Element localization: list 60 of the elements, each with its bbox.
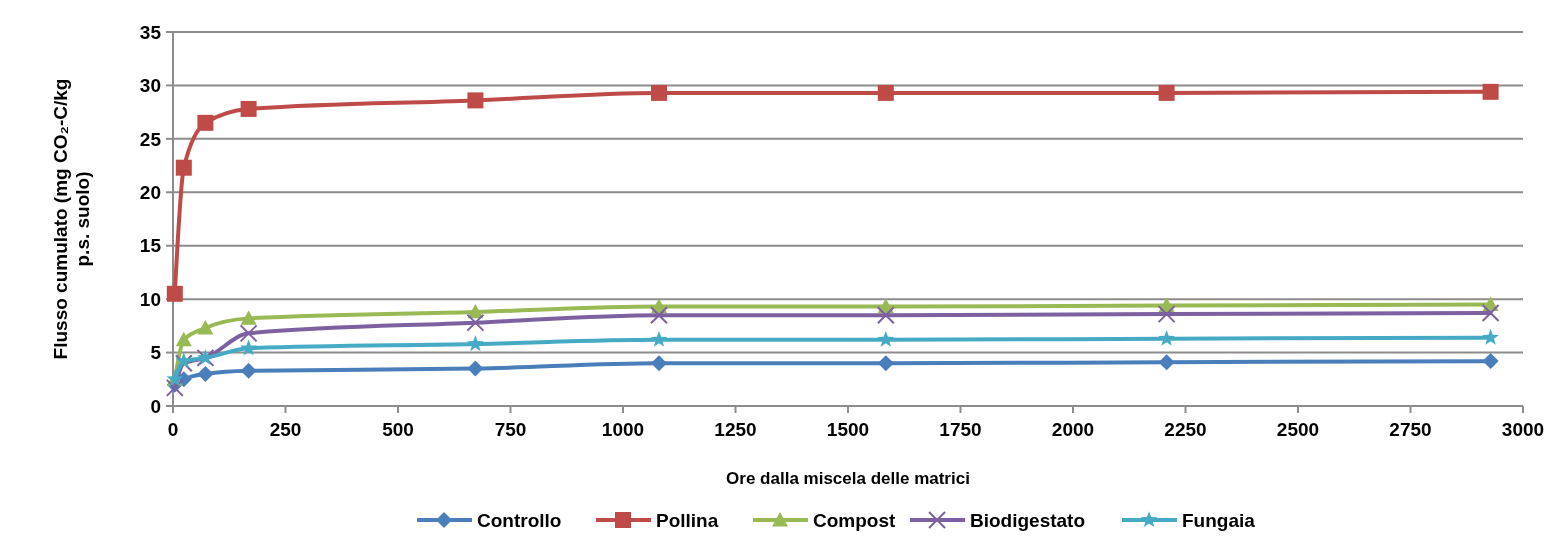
point xyxy=(467,92,484,109)
x-tick-label: 2500 xyxy=(1276,419,1320,440)
point xyxy=(240,339,257,356)
y-axis-title: Flusso cumulato (mg CO₂-C/kg p.s. suolo) xyxy=(49,78,94,360)
x-axis-title: Ore dalla miscela delle matrici xyxy=(726,469,970,488)
point xyxy=(1158,329,1175,346)
legend-label: Compost xyxy=(813,509,896,531)
x-tick-label: 1000 xyxy=(601,419,645,440)
x-tick-label: 250 xyxy=(269,419,302,440)
y-tick-label: 25 xyxy=(139,128,162,150)
y-tick-label: 30 xyxy=(139,75,161,97)
y-tick-label: 35 xyxy=(139,21,162,43)
point xyxy=(877,330,895,347)
point xyxy=(240,362,257,379)
x-tick-label: 1250 xyxy=(714,419,757,440)
x-tick-label: 1500 xyxy=(826,419,870,440)
legend-label: Fungaia xyxy=(1182,509,1256,531)
legend-label: Biodigestato xyxy=(970,509,1086,531)
point xyxy=(651,84,667,101)
x-tick-label: 750 xyxy=(494,419,527,440)
point xyxy=(197,114,214,131)
point xyxy=(197,365,214,382)
y-tick-label: 15 xyxy=(139,235,162,257)
point xyxy=(166,285,183,302)
x-tick-label: 2750 xyxy=(1389,419,1432,440)
point xyxy=(1157,305,1176,324)
y-tick-label: 5 xyxy=(150,342,162,364)
x-tick-label: 2000 xyxy=(1051,419,1095,440)
point xyxy=(650,306,668,325)
point xyxy=(876,306,895,325)
point xyxy=(165,378,184,397)
y-tick-label: 20 xyxy=(139,181,161,203)
y-tick-label: 10 xyxy=(139,288,161,310)
point xyxy=(239,324,258,343)
point xyxy=(467,360,484,377)
point xyxy=(650,330,668,347)
point xyxy=(1482,328,1499,345)
point xyxy=(1158,354,1175,371)
point xyxy=(197,319,214,335)
x-tick-label: 2250 xyxy=(1164,419,1207,440)
x-tick-label: 3000 xyxy=(1501,419,1545,440)
point xyxy=(877,355,894,372)
point xyxy=(1158,84,1175,101)
point xyxy=(240,100,257,117)
point xyxy=(466,313,485,332)
x-tick-label: 1750 xyxy=(939,419,982,440)
point xyxy=(467,335,484,352)
x-tick-label: 500 xyxy=(382,419,414,440)
point xyxy=(175,159,192,176)
point xyxy=(1481,304,1500,323)
x-tick-label: 0 xyxy=(167,419,179,440)
point xyxy=(240,310,257,325)
y-tick-label: 0 xyxy=(150,395,161,417)
legend-label: Controllo xyxy=(477,509,562,531)
point xyxy=(1482,83,1499,100)
point xyxy=(175,331,192,347)
point xyxy=(1482,353,1499,370)
point xyxy=(651,355,667,372)
legend-label: Pollina xyxy=(656,509,719,531)
point xyxy=(877,84,894,101)
